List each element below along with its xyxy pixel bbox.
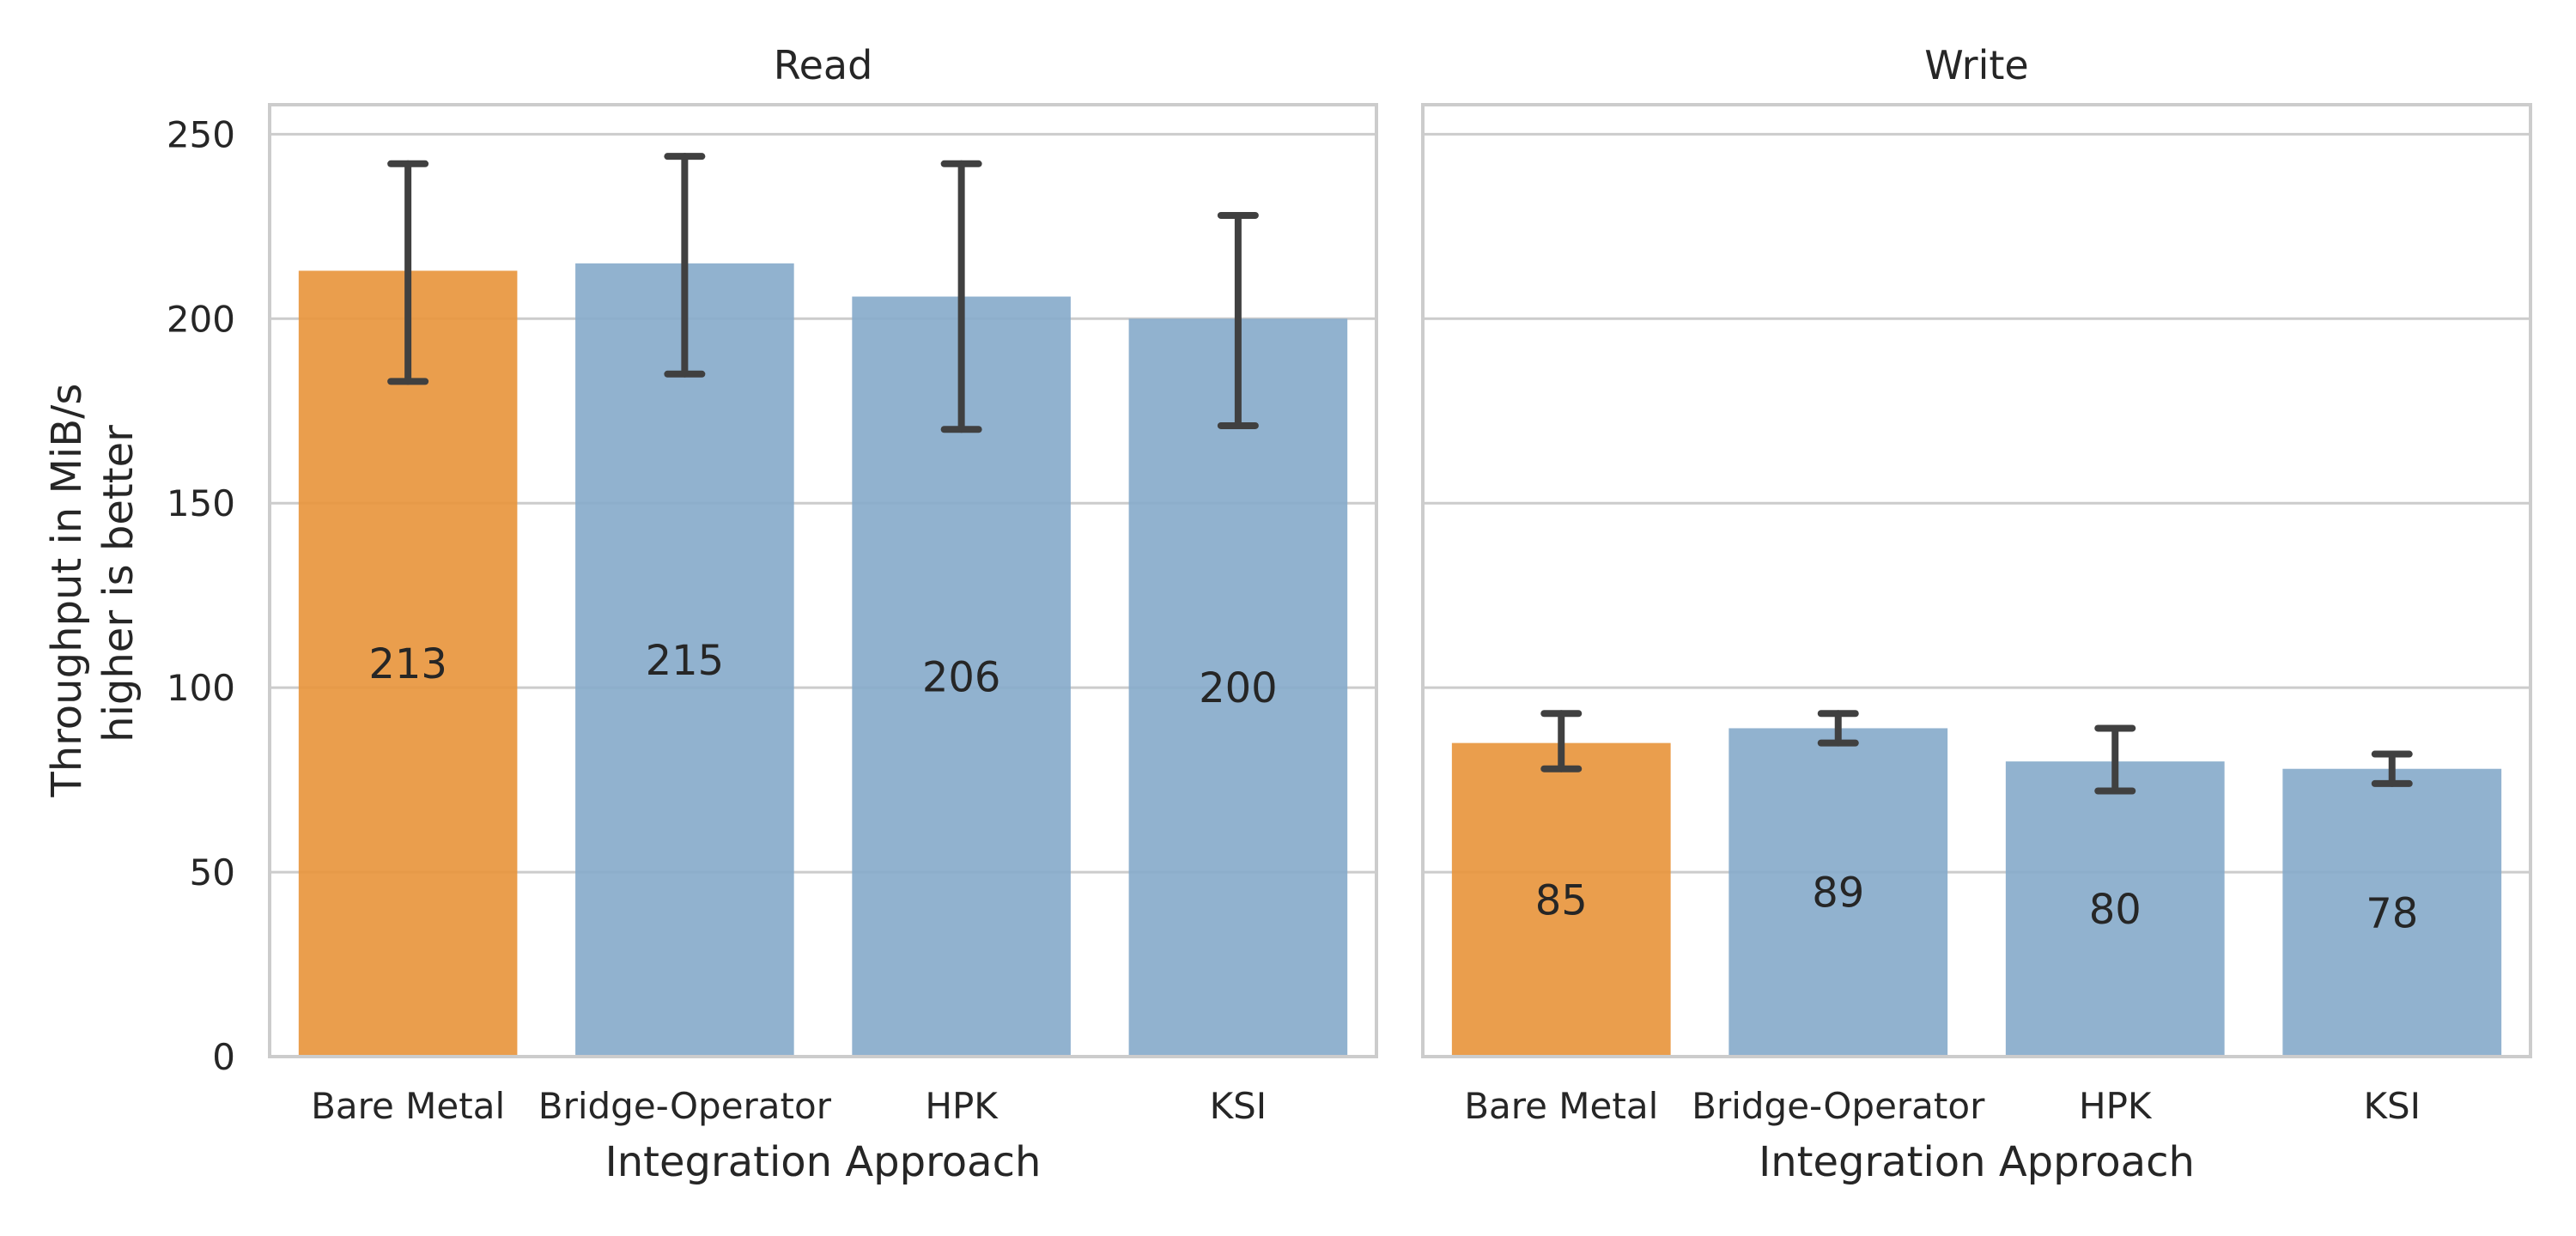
y-tick-label: 150 [167, 482, 235, 524]
x-tick-label: KSI [1210, 1085, 1267, 1127]
y-tick-label: 100 [167, 667, 235, 709]
bar [1451, 742, 1671, 1057]
bar [298, 270, 518, 1057]
error-bar [387, 160, 429, 385]
panel-title: Read [774, 42, 873, 88]
y-tick-label: 0 [212, 1036, 235, 1078]
panel-read: 213 Bare Metal 215 Bridge-Operator 206 HPK 200… [268, 42, 1378, 1186]
y-axis-title-line-2: higher is better [94, 425, 143, 742]
y-axis: 0 50 100 150 200 250 [167, 113, 235, 1078]
data-label: 85 [1535, 876, 1588, 924]
x-tick-label: HPK [925, 1085, 999, 1127]
x-tick-label: KSI [2363, 1085, 2421, 1127]
panel-title: Write [1924, 42, 2028, 88]
x-axis-title: Integration Approach [605, 1138, 1042, 1186]
data-label: 89 [1812, 869, 1864, 918]
error-bar [1217, 211, 1259, 429]
error-bar [2371, 750, 2413, 787]
data-label: 80 [2089, 886, 2142, 934]
y-axis-title-line-1: Throughput in MiB/s [43, 384, 91, 798]
data-label: 213 [368, 640, 447, 688]
data-label: 78 [2366, 889, 2418, 937]
y-tick-label: 200 [167, 298, 235, 340]
x-tick-label: Bare Metal [311, 1085, 505, 1127]
y-tick-label: 250 [167, 113, 235, 155]
x-tick-label: HPK [2079, 1085, 2153, 1127]
y-tick-label: 50 [190, 851, 235, 894]
error-bar [664, 153, 706, 378]
x-axis-title: Integration Approach [1759, 1138, 2195, 1186]
bar [2282, 768, 2502, 1057]
x-tick-label: Bridge-Operator [538, 1085, 832, 1127]
panel-write: 85 Bare Metal 89 Bridge-Operator 80 HPK 78 KSI W… [1421, 42, 2532, 1186]
error-bar [940, 160, 982, 433]
error-bar [1540, 710, 1583, 772]
panel-frame [1421, 103, 2532, 1058]
panel-frame [268, 103, 1378, 1058]
bar [575, 263, 794, 1057]
error-bar [2094, 724, 2136, 795]
error-bar [1817, 710, 1859, 747]
bar [2005, 761, 2225, 1057]
x-tick-label: Bare Metal [1464, 1085, 1658, 1127]
bar [1128, 318, 1348, 1057]
y-axis-title: Throughput in MiB/s higher is better [43, 370, 143, 797]
bar [1728, 728, 1948, 1057]
data-label: 215 [646, 637, 725, 685]
data-label: 200 [1199, 664, 1278, 712]
data-label: 206 [922, 653, 1001, 701]
x-tick-label: Bridge-Operator [1692, 1085, 1985, 1127]
